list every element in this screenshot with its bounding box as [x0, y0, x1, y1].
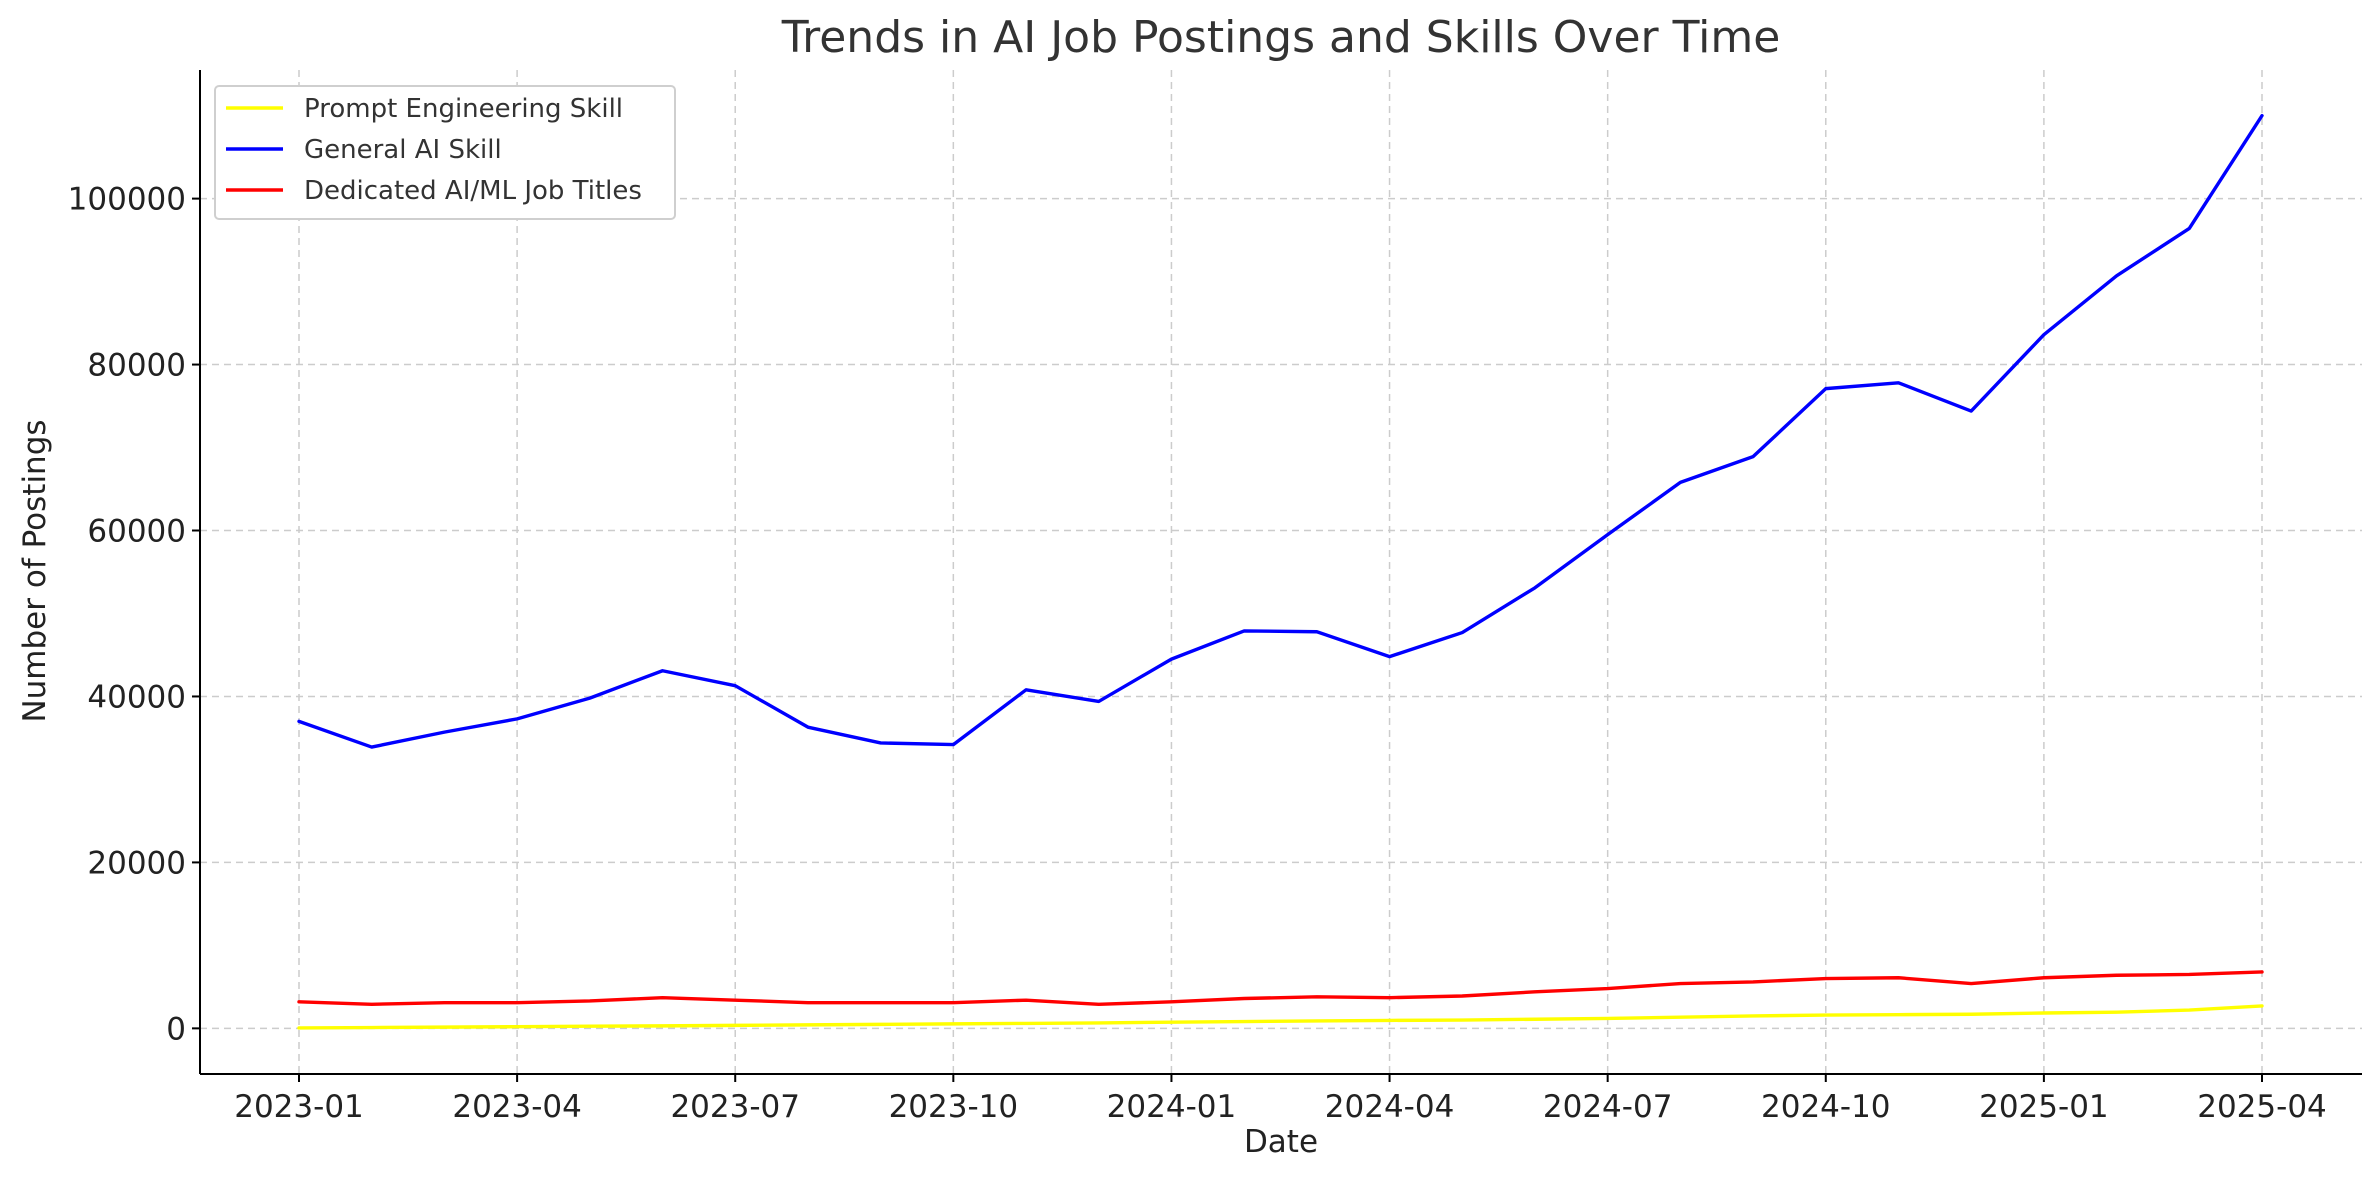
series-line-1	[297, 113, 2264, 749]
y-tick-label-3: 60000	[87, 514, 186, 550]
y-axis-label: Number of Postings	[17, 419, 53, 722]
x-tick-label-8: 2025-01	[1979, 1089, 2109, 1125]
series-layer	[297, 113, 2264, 1030]
legend-label-1: General AI Skill	[304, 135, 502, 165]
legend-label-0: Prompt Engineering Skill	[304, 94, 623, 124]
axes	[199, 70, 2362, 1075]
x-tick-label-0: 2023-01	[234, 1089, 364, 1125]
legend-box	[214, 85, 676, 220]
grid	[200, 70, 2362, 1074]
series-line-2	[297, 970, 2264, 1006]
y-tick-label-0: 0	[166, 1011, 186, 1047]
y-tick-label-5: 100000	[68, 182, 186, 218]
x-tick-label-4: 2024-01	[1107, 1089, 1237, 1125]
y-tick-label-1: 20000	[87, 845, 186, 881]
chart-title: Trends in AI Job Postings and Skills Ove…	[781, 12, 1781, 63]
series-line-0	[297, 1004, 2264, 1030]
y-tick-label-2: 40000	[87, 679, 186, 715]
x-tick-label-3: 2023-10	[889, 1089, 1019, 1125]
tick-labels: 2023-01 2023-04 2023-07 2023-10 2024-01 2024-…	[68, 182, 2327, 1125]
y-tick-label-4: 80000	[87, 348, 186, 384]
x-tick-label-7: 2024-10	[1761, 1089, 1891, 1125]
x-tick-label-1: 2023-04	[452, 1089, 582, 1125]
x-axis-label: Date	[1244, 1124, 1318, 1160]
legend-label-2: Dedicated AI/ML Job Titles	[304, 176, 642, 206]
x-tick-label-5: 2024-04	[1325, 1089, 1455, 1125]
x-tick-label-2: 2023-07	[670, 1089, 800, 1125]
legend: Prompt Engineering Skill General AI Skill…	[214, 85, 676, 220]
x-tick-label-6: 2024-07	[1543, 1089, 1673, 1125]
x-tick-label-9: 2025-04	[2197, 1089, 2327, 1125]
